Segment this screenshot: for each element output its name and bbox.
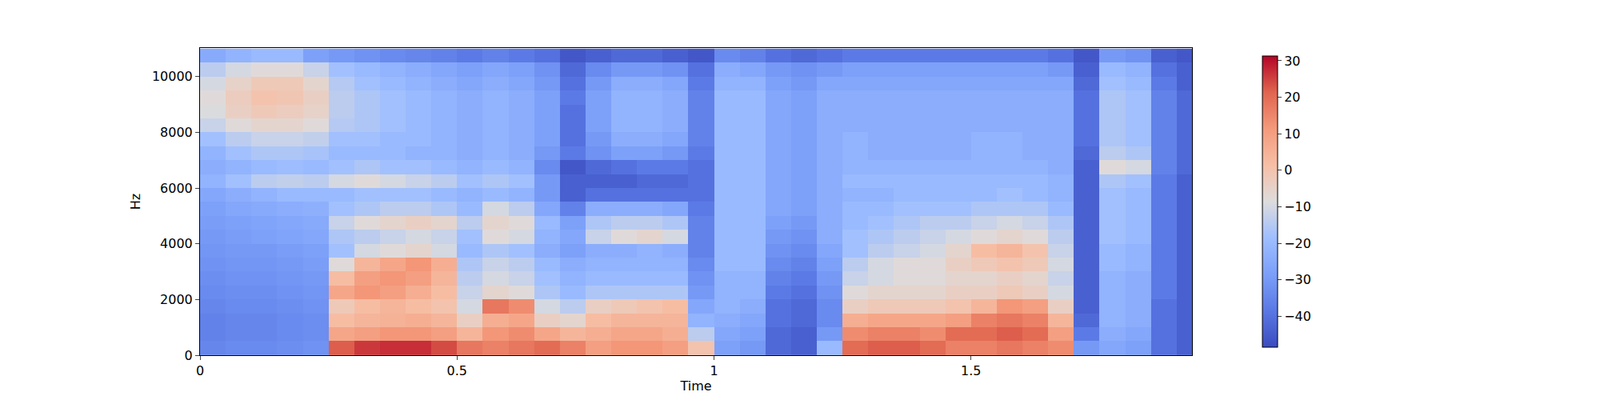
svg-text:1: 1 <box>709 363 718 379</box>
svg-text:Time: Time <box>679 378 712 394</box>
svg-text:10000: 10000 <box>152 68 193 84</box>
svg-text:10: 10 <box>1284 126 1300 142</box>
svg-text:−20: −20 <box>1284 236 1312 252</box>
svg-text:0: 0 <box>196 363 204 379</box>
svg-text:20: 20 <box>1284 89 1300 105</box>
svg-text:0.5: 0.5 <box>447 363 468 379</box>
svg-text:2000: 2000 <box>160 292 193 308</box>
svg-text:0: 0 <box>1284 162 1292 178</box>
svg-text:1.5: 1.5 <box>960 363 981 379</box>
svg-text:8000: 8000 <box>160 124 193 140</box>
svg-text:Hz: Hz <box>128 193 144 210</box>
svg-text:4000: 4000 <box>160 236 193 252</box>
svg-text:−40: −40 <box>1284 308 1312 324</box>
svg-text:0: 0 <box>184 348 193 364</box>
svg-text:−10: −10 <box>1284 199 1312 215</box>
svg-text:−30: −30 <box>1284 272 1312 288</box>
svg-text:30: 30 <box>1284 53 1300 69</box>
svg-text:6000: 6000 <box>160 180 193 196</box>
